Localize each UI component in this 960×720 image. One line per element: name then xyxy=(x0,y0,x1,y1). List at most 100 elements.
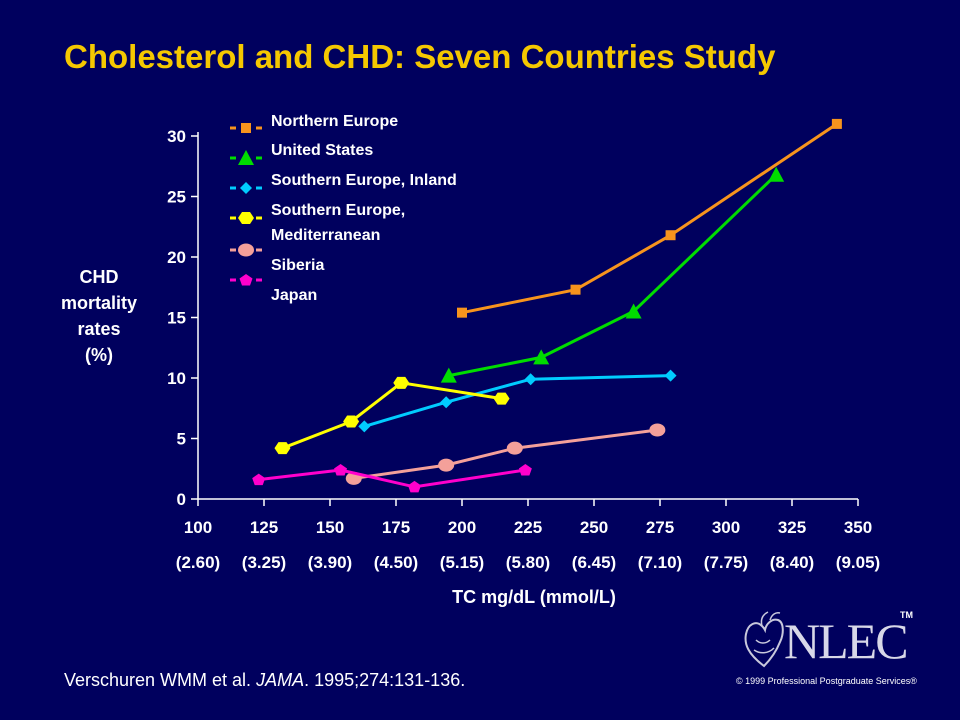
y-tick-label: 15 xyxy=(167,309,186,328)
data-point xyxy=(506,441,523,455)
y-tick-label: 0 xyxy=(177,490,186,509)
data-point xyxy=(493,392,510,405)
legend-item: Southern Europe, Mediterranean xyxy=(230,202,405,244)
data-point xyxy=(343,415,360,428)
y-axis-label-line: (%) xyxy=(85,345,113,365)
data-point xyxy=(625,303,642,319)
series-line xyxy=(258,468,526,489)
x-axis-label: TC mg/dL (mmol/L) xyxy=(452,587,616,607)
legend-marker xyxy=(239,274,253,286)
y-tick-label: 5 xyxy=(177,430,186,449)
series-3 xyxy=(274,376,510,455)
x-tick-label: 300 xyxy=(712,518,740,537)
x-tick-label: 100 xyxy=(184,518,212,537)
nlec-logo: NLEC TM xyxy=(742,610,922,672)
data-point xyxy=(457,307,467,318)
legend-label: United States xyxy=(271,142,373,159)
x-tick-sublabel: (8.40) xyxy=(770,553,814,572)
x-tick-sublabel: (3.25) xyxy=(242,553,286,572)
x-tick-label: 175 xyxy=(382,518,410,537)
y-tick-label: 20 xyxy=(167,248,186,267)
legend-label-line2: Mediterranean xyxy=(271,227,380,244)
x-tick-label: 200 xyxy=(448,518,476,537)
data-point xyxy=(665,230,676,241)
x-tick-label: 225 xyxy=(514,518,542,537)
series-1 xyxy=(440,166,785,383)
legend-item: Southern Europe, Inland xyxy=(230,172,457,194)
x-tick-sublabel: (6.45) xyxy=(572,553,616,572)
series-line xyxy=(448,173,778,378)
citation-details: . 1995;274:131-136. xyxy=(304,670,466,690)
data-point xyxy=(518,463,532,476)
series-line xyxy=(461,122,838,315)
legend-label: Southern Europe, xyxy=(271,202,405,219)
legend-item: United States xyxy=(230,142,373,165)
series-4 xyxy=(345,423,666,485)
series-5 xyxy=(252,463,532,493)
legend-label: Southern Europe, Inland xyxy=(271,172,457,189)
legend-marker xyxy=(238,212,254,224)
x-tick-label: 150 xyxy=(316,518,344,537)
x-tick-sublabel: (2.60) xyxy=(176,553,220,572)
data-point xyxy=(252,473,266,486)
data-point xyxy=(831,118,842,129)
legend-item: Siberia xyxy=(230,243,324,274)
x-tick-label: 125 xyxy=(250,518,278,537)
series-line xyxy=(281,381,502,450)
trademark-mark: TM xyxy=(900,610,913,620)
x-tick-sublabel: (4.50) xyxy=(374,553,418,572)
legend-label: Siberia xyxy=(271,257,324,274)
copyright-notice: © 1999 Professional Postgraduate Service… xyxy=(736,676,917,686)
x-tick-sublabel: (5.80) xyxy=(506,553,550,572)
x-tick-sublabel: (7.10) xyxy=(638,553,682,572)
x-tick-label: 275 xyxy=(646,518,674,537)
data-point xyxy=(570,284,581,295)
data-point xyxy=(649,423,666,437)
data-point xyxy=(393,376,410,389)
chart-legend: Northern Europe United States Southern Eur… xyxy=(230,113,457,304)
data-point xyxy=(358,420,371,433)
chart-axes: 0 5 10 15 20 25 30 100 (2.60) 125 (3.25) 150 (3.90) 1… xyxy=(167,127,880,572)
x-tick-sublabel: (9.05) xyxy=(836,553,880,572)
x-tick-sublabel: (5.15) xyxy=(440,553,484,572)
x-tick-label: 350 xyxy=(844,518,872,537)
legend-label: Northern Europe xyxy=(271,113,398,130)
legend-item: Northern Europe xyxy=(230,113,398,133)
series-line xyxy=(353,428,658,480)
data-point xyxy=(334,463,348,476)
data-point xyxy=(440,367,457,383)
y-tick-label: 25 xyxy=(167,188,186,207)
chart-series xyxy=(252,118,842,493)
data-point xyxy=(438,458,455,472)
y-axis-label-line: CHD xyxy=(80,267,119,287)
legend-item: Japan xyxy=(230,274,317,304)
legend-marker xyxy=(240,182,252,194)
x-axis-label-text: TC mg/dL (mmol/L) xyxy=(452,587,616,607)
series-2 xyxy=(358,369,677,433)
data-point xyxy=(664,369,677,382)
x-tick-sublabel: (3.90) xyxy=(308,553,352,572)
data-point xyxy=(274,442,291,455)
x-tick-label: 325 xyxy=(778,518,806,537)
citation: Verschuren WMM et al. JAMA. 1995;274:131… xyxy=(64,670,465,691)
legend-marker xyxy=(241,123,251,133)
logo-text: NLEC xyxy=(784,613,909,669)
x-tick-sublabel: (7.75) xyxy=(704,553,748,572)
legend-marker xyxy=(238,150,254,165)
citation-journal: JAMA xyxy=(256,670,305,690)
data-point xyxy=(440,396,453,409)
data-point xyxy=(533,349,550,365)
series-line xyxy=(363,374,671,428)
data-point xyxy=(524,373,537,386)
y-axis-label-line: rates xyxy=(77,319,120,339)
y-axis-label: CHD mortality rates (%) xyxy=(61,267,137,365)
heart-icon xyxy=(744,611,784,668)
legend-marker xyxy=(238,243,254,257)
y-axis-label-line: mortality xyxy=(61,293,137,313)
y-tick-label: 10 xyxy=(167,369,186,388)
legend-label: Japan xyxy=(271,287,317,304)
citation-authors: Verschuren WMM et al. xyxy=(64,670,257,690)
series-0 xyxy=(457,118,842,318)
x-tick-label: 250 xyxy=(580,518,608,537)
